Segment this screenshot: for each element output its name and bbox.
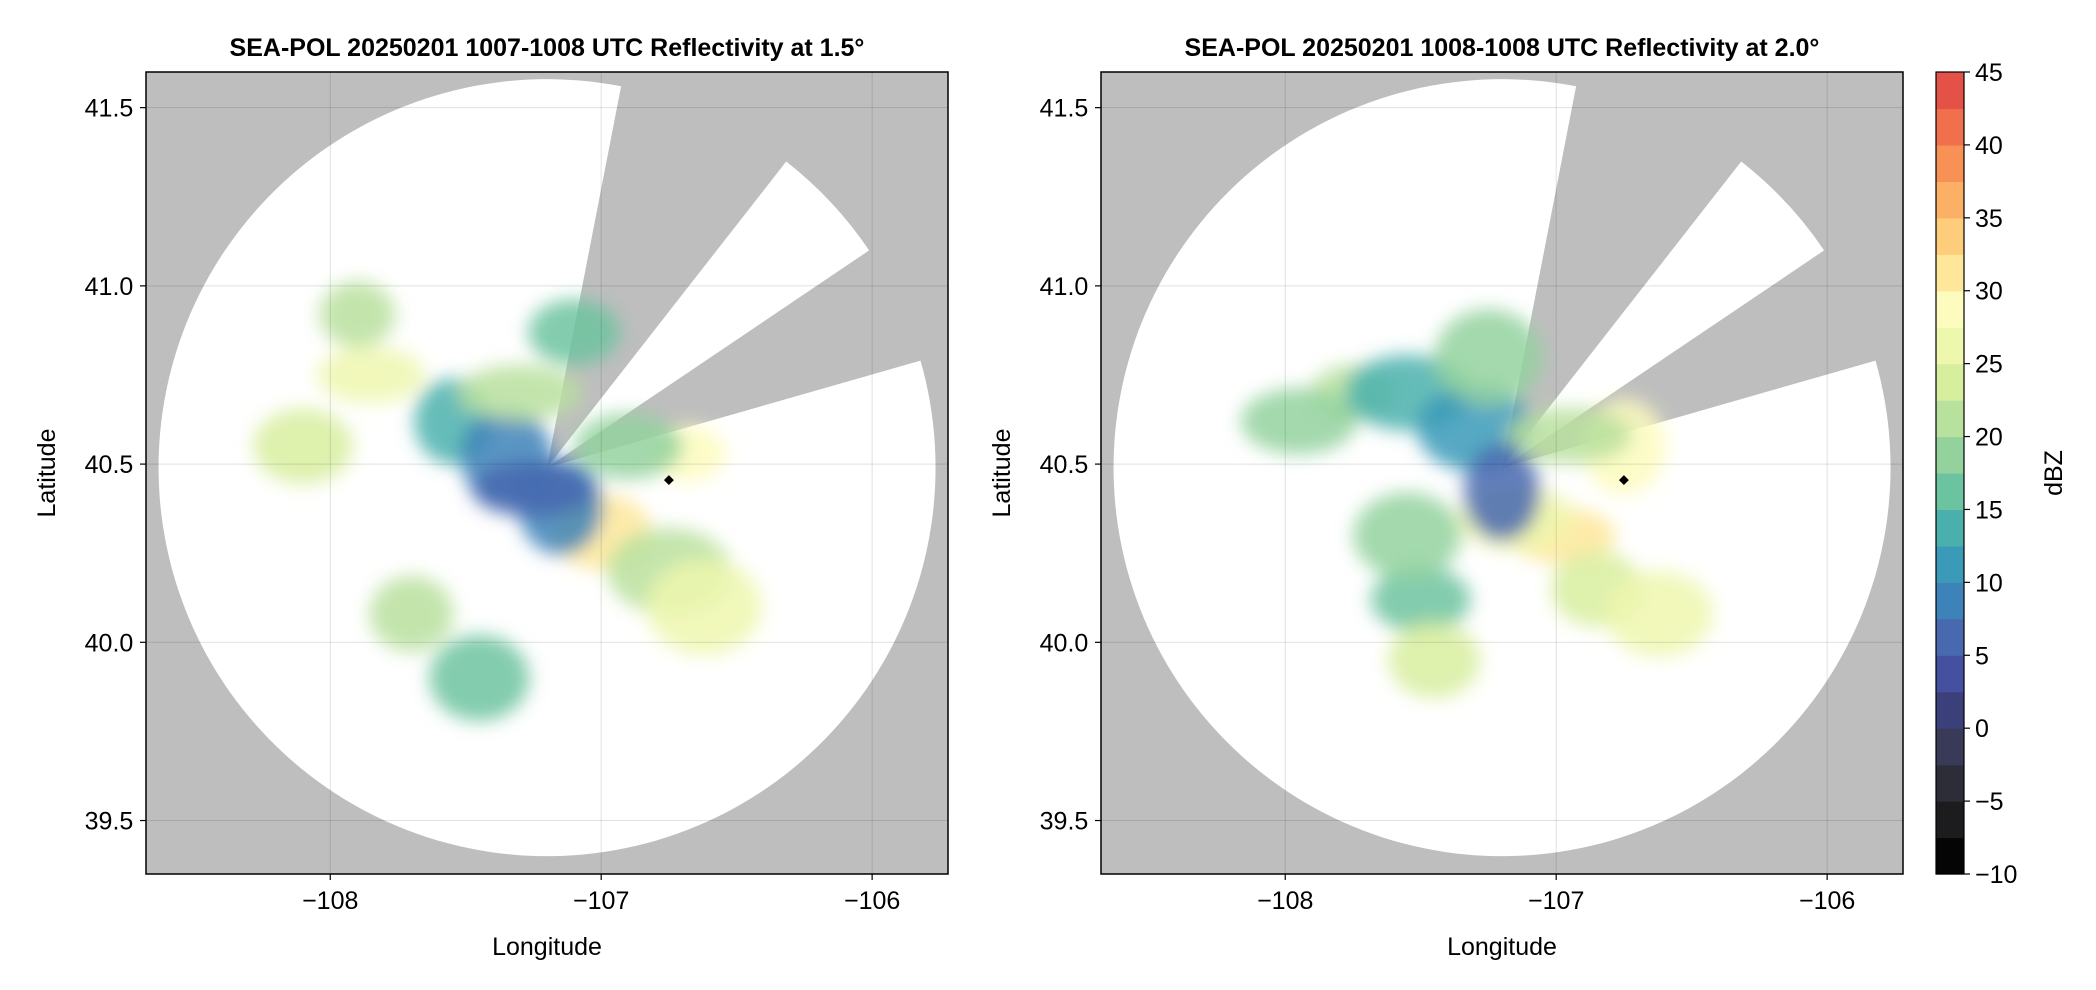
colorbar-segment	[1936, 509, 1964, 547]
echo-cell	[1434, 309, 1543, 406]
y-tick-label: 40.5	[1040, 451, 1089, 479]
echo-cell	[319, 281, 396, 348]
y-tick-label: 40.5	[85, 451, 134, 479]
colorbar-tick-label: 45	[1975, 59, 2003, 87]
colorbar-segment	[1936, 72, 1964, 110]
colorbar-tick-label: 25	[1975, 351, 2003, 379]
echo-cell	[1370, 566, 1471, 633]
echo-cell	[1507, 407, 1632, 464]
axes-frame-left	[145, 71, 949, 875]
y-tick-label: 40.0	[85, 629, 134, 657]
radar-site-marker-left	[663, 475, 674, 486]
echo-cell	[1605, 570, 1714, 657]
colorbar-tick-label: −5	[1975, 788, 2004, 816]
y-ticks-right: 39.5 40.0 40.5 41.0 41.5	[1040, 95, 1101, 836]
colorbar-segment	[1936, 217, 1964, 255]
colorbar-segment	[1936, 582, 1964, 620]
colorbar-segment	[1936, 144, 1964, 182]
reflectivity-panel-right: SEA-POL 20250201 1008-1008 UTC Reflectiv…	[988, 34, 1904, 961]
x-axis-label-right: Longitude	[1447, 933, 1557, 961]
colorbar-segment	[1936, 837, 1964, 875]
grid-left	[146, 72, 948, 874]
panel-title-left: SEA-POL 20250201 1007-1008 UTC Reflectiv…	[230, 34, 865, 62]
echo-cell	[528, 299, 621, 366]
y-axis-label-right: Latitude	[988, 429, 1016, 518]
colorbar-tick-label: 0	[1975, 715, 1989, 743]
echo-cell	[369, 575, 454, 652]
plot-area-right	[1101, 72, 1903, 874]
echo-cell	[253, 408, 354, 485]
x-axis-label-left: Longitude	[492, 933, 602, 961]
x-ticks-right: −108 −107 −106	[1257, 874, 1855, 915]
echo-cell	[1464, 444, 1540, 541]
colorbar-segment	[1936, 764, 1964, 802]
reflectivity-panel-left: SEA-POL 20250201 1007-1008 UTC Reflectiv…	[33, 34, 949, 961]
echo-cell	[457, 364, 582, 421]
y-ticks-left: 39.5 40.0 40.5 41.0 41.5	[85, 95, 146, 836]
y-axis-label-left: Latitude	[33, 429, 61, 518]
y-tick-label: 40.0	[1040, 629, 1089, 657]
echo-cell	[1388, 622, 1481, 699]
colorbar-segment	[1936, 400, 1964, 438]
y-tick-label: 41.0	[1040, 273, 1089, 301]
colorbar-tick-label: 35	[1975, 205, 2003, 233]
colorbar-segment	[1936, 473, 1964, 511]
y-tick-label: 39.5	[85, 808, 134, 836]
y-tick-label: 39.5	[1040, 808, 1089, 836]
colorbar-segment	[1936, 436, 1964, 474]
echo-cell	[471, 461, 596, 517]
colorbar-label: dBZ	[2040, 450, 2068, 496]
colorbar-tick-label: 15	[1975, 496, 2003, 524]
y-tick-label: 41.0	[85, 273, 134, 301]
y-tick-label: 41.5	[85, 95, 134, 123]
panel-title-right: SEA-POL 20250201 1008-1008 UTC Reflectiv…	[1185, 34, 1820, 62]
x-tick-label: −108	[1257, 887, 1313, 915]
x-tick-label: −106	[1799, 887, 1855, 915]
colorbar-segment	[1936, 618, 1964, 656]
plot-area-left	[146, 72, 948, 874]
echo-cell	[574, 413, 683, 480]
x-ticks-left: −108 −107 −106	[302, 874, 900, 915]
echo-cell	[316, 347, 425, 403]
grid-right	[1101, 72, 1903, 874]
echo-layer-right	[1240, 309, 1714, 699]
colorbar-tick-label: 40	[1975, 132, 2003, 160]
x-tick-label: −107	[1528, 887, 1584, 915]
axes-frame-right	[1100, 71, 1904, 875]
colorbar-segments	[1936, 72, 1964, 875]
echo-cell	[1353, 492, 1462, 579]
x-tick-label: −108	[302, 887, 358, 915]
echo-layer-left	[253, 281, 763, 721]
colorbar-tick-label: 10	[1975, 569, 2003, 597]
colorbar-frame	[1935, 71, 1965, 875]
colorbar-segment	[1936, 254, 1964, 292]
colorbar-segment	[1936, 655, 1964, 693]
colorbar-segment	[1936, 545, 1964, 583]
colorbar-segment	[1936, 290, 1964, 328]
y-tick-label: 41.5	[1040, 95, 1089, 123]
colorbar-tick-label: 30	[1975, 278, 2003, 306]
colorbar-segment	[1936, 327, 1964, 365]
colorbar-segment	[1936, 801, 1964, 839]
colorbar-tick-label: 5	[1975, 642, 1989, 670]
x-tick-label: −106	[844, 887, 900, 915]
colorbar-ticks: −10 −5 0 5 10 15 20 25 30 35 40 45	[1964, 59, 2017, 889]
echo-cell	[1240, 388, 1357, 455]
colorbar-tick-label: −10	[1975, 861, 2017, 889]
colorbar-segment	[1936, 363, 1964, 401]
colorbar-segment	[1936, 728, 1964, 766]
colorbar-segment	[1936, 691, 1964, 729]
x-tick-label: −107	[573, 887, 629, 915]
colorbar-segment	[1936, 108, 1964, 146]
radar-site-marker-right	[1618, 475, 1629, 486]
colorbar-segment	[1936, 181, 1964, 219]
echo-cell	[646, 558, 763, 655]
echo-cell	[429, 635, 530, 721]
colorbar: −10 −5 0 5 10 15 20 25 30 35 40 45 dBZ	[1935, 59, 2068, 889]
colorbar-tick-label: 20	[1975, 424, 2003, 452]
